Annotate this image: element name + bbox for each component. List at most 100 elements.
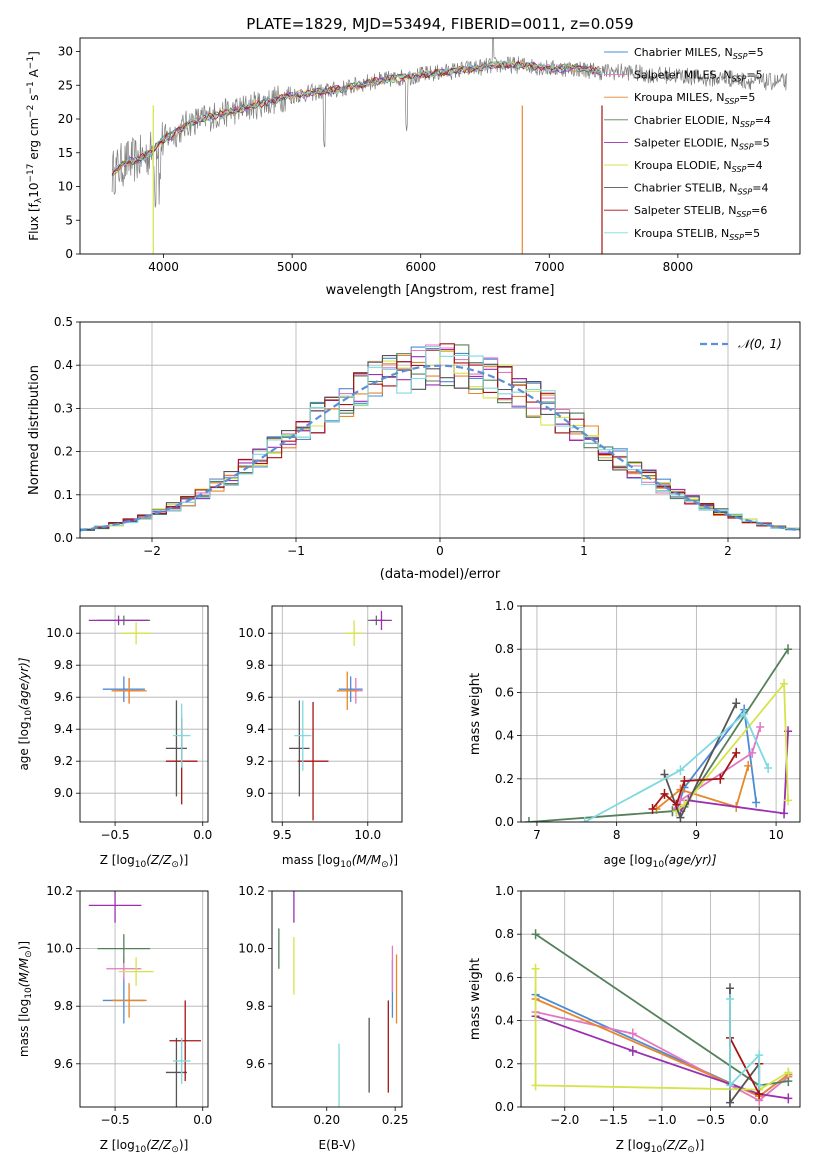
y-axis-label: age [log10(age/yr)] xyxy=(17,657,34,770)
label-part: mass [log xyxy=(282,853,340,867)
weight-marker xyxy=(744,760,753,771)
label-part: −2 xyxy=(26,105,36,118)
x-tick-label: −0.5 xyxy=(100,1113,129,1127)
label-part: 10 xyxy=(135,1145,147,1155)
plot-area xyxy=(88,615,198,805)
y-tick-label: 0.0 xyxy=(54,531,73,545)
x-tick-label: 1 xyxy=(580,544,588,558)
label-part: 10 xyxy=(653,860,665,870)
label-part: age [log xyxy=(603,853,652,867)
legend-count: =4 xyxy=(746,159,762,172)
label-part: Z [log xyxy=(616,1138,651,1152)
label-part: 10 xyxy=(27,183,41,198)
legend-count: =6 xyxy=(751,204,767,217)
x-tick-label: 2 xyxy=(724,544,732,558)
x-tick-label: −1.0 xyxy=(647,1113,676,1127)
legend-name: Kroupa MILES, N xyxy=(634,91,724,104)
y-tick-label: 0.1 xyxy=(54,488,73,502)
x-tick-label: 8000 xyxy=(663,260,694,274)
panel-spectrum: 4000 5000 6000 7000 8000 0 5 10 15 20 25 30 Chabrier… xyxy=(26,37,801,298)
axes-frame xyxy=(79,37,801,255)
label-part: 10 xyxy=(651,1145,663,1155)
weight-marker xyxy=(755,1089,764,1100)
weight-marker xyxy=(752,797,761,808)
x-axis-label: Z [log10(Z/Z⊙)] xyxy=(100,1138,189,1155)
axes-frame xyxy=(79,321,801,539)
label-part: erg cm xyxy=(27,118,41,164)
legend-entry: Salpeter ELODIE, NSSP=5 xyxy=(634,136,770,151)
label-part: Z [log xyxy=(100,853,135,867)
y-tick-label: 0.8 xyxy=(495,642,514,656)
legend-entry: Chabrier ELODIE, NSSP=4 xyxy=(634,114,771,129)
axes-frame xyxy=(520,605,801,823)
x-tick-label: 9.5 xyxy=(273,828,292,842)
weight-marker xyxy=(726,1097,735,1107)
legend-entry: Chabrier STELIB, NSSP=4 xyxy=(634,182,768,197)
label-part: mass [log xyxy=(17,999,31,1057)
label-part: (Z/Z xyxy=(146,1138,172,1152)
x-tick-label: 0.25 xyxy=(382,1113,409,1127)
y-tick-label: 1.0 xyxy=(495,884,514,898)
panel-mass_vs_Z: −0.5 0.09.69.810.010.2Z [log10(Z/Z⊙)]mass… xyxy=(17,884,212,1155)
x-tick-label: 6000 xyxy=(405,260,436,274)
y-tick-label: 9.2 xyxy=(246,754,265,768)
weight-line xyxy=(655,765,750,810)
y-tick-label: 9.8 xyxy=(246,999,265,1013)
legend-count: =5 xyxy=(744,227,760,240)
x-tick-label: 4000 xyxy=(148,260,179,274)
plot-area xyxy=(524,644,793,822)
y-tick-label: 0.8 xyxy=(495,927,514,941)
legend-entry: Kroupa STELIB, NSSP=5 xyxy=(634,227,760,242)
legend-name: Chabrier MILES, N xyxy=(634,46,733,59)
y-tick-label: 0.4 xyxy=(495,729,514,743)
x-tick-label: −2 xyxy=(143,544,161,558)
legend-name: Salpeter ELODIE, N xyxy=(634,136,739,149)
weight-marker xyxy=(748,747,757,758)
weight-marker xyxy=(524,817,533,822)
label-part: )] xyxy=(695,1138,704,1152)
label-part: )] xyxy=(179,853,188,867)
panel-weight_vs_Z: −2.0 −1.5 −1.0 −0.5 0.0 0.0 0.2 0.4 0.6 0.8 1.0 mas… xyxy=(468,884,801,1155)
legend-subscript: SSP xyxy=(724,97,739,106)
y-tick-label: 0.4 xyxy=(495,1014,514,1028)
y-tick-label: 9.0 xyxy=(246,786,265,800)
label-part: −17 xyxy=(26,164,36,183)
x-axis-label: mass [log10(M/M⊙)] xyxy=(282,853,398,870)
y-tick-label: 15 xyxy=(58,146,73,160)
weight-marker xyxy=(676,812,685,822)
legend-entry: Chabrier MILES, NSSP=5 xyxy=(634,46,764,61)
y-tick-label: 20 xyxy=(58,112,73,126)
label-part: 10 xyxy=(340,860,352,870)
weight-marker xyxy=(672,799,681,810)
y-tick-label: 9.8 xyxy=(246,658,265,672)
weight-marker xyxy=(580,817,589,822)
x-tick-label: 0.0 xyxy=(750,1113,769,1127)
weight-marker xyxy=(648,804,657,815)
y-tick-label: 10.0 xyxy=(238,942,265,956)
legend-name: Kroupa ELODIE, N xyxy=(634,159,732,172)
legend-name: Salpeter STELIB, N xyxy=(634,204,736,217)
label-part: )] xyxy=(389,853,398,867)
label-part: (M/M xyxy=(17,957,31,987)
y-tick-label: 9.6 xyxy=(246,690,265,704)
y-tick-label: 10.0 xyxy=(46,942,73,956)
legend-count: =5 xyxy=(754,136,770,149)
figure-title: PLATE=1829, MJD=53494, FIBERID=0011, z=0… xyxy=(246,15,633,33)
x-tick-label: 7000 xyxy=(534,260,565,274)
y-tick-label: 0.3 xyxy=(54,401,73,415)
plot-area xyxy=(88,891,201,1107)
legend-count: =4 xyxy=(752,182,768,195)
weight-marker xyxy=(531,1080,540,1091)
weight-line xyxy=(535,1015,789,1100)
y-tick-label: 9.4 xyxy=(246,722,265,736)
label-part: ⊙ xyxy=(171,860,179,870)
legend-subscript: SSP xyxy=(736,210,751,219)
weight-marker xyxy=(784,1076,793,1087)
label-part: Z [log xyxy=(100,1138,135,1152)
panel-residuals: −2 −1 0 1 2 0.0 0.1 0.2 0.3 0.4 0.5 𝒩(0, 1) (data-mo… xyxy=(27,315,801,582)
legend-count: =5 xyxy=(747,46,763,59)
y-tick-label: 10.0 xyxy=(46,626,73,640)
label-part: (Z/Z xyxy=(662,1138,688,1152)
y-tick-label: 10.2 xyxy=(238,884,265,898)
